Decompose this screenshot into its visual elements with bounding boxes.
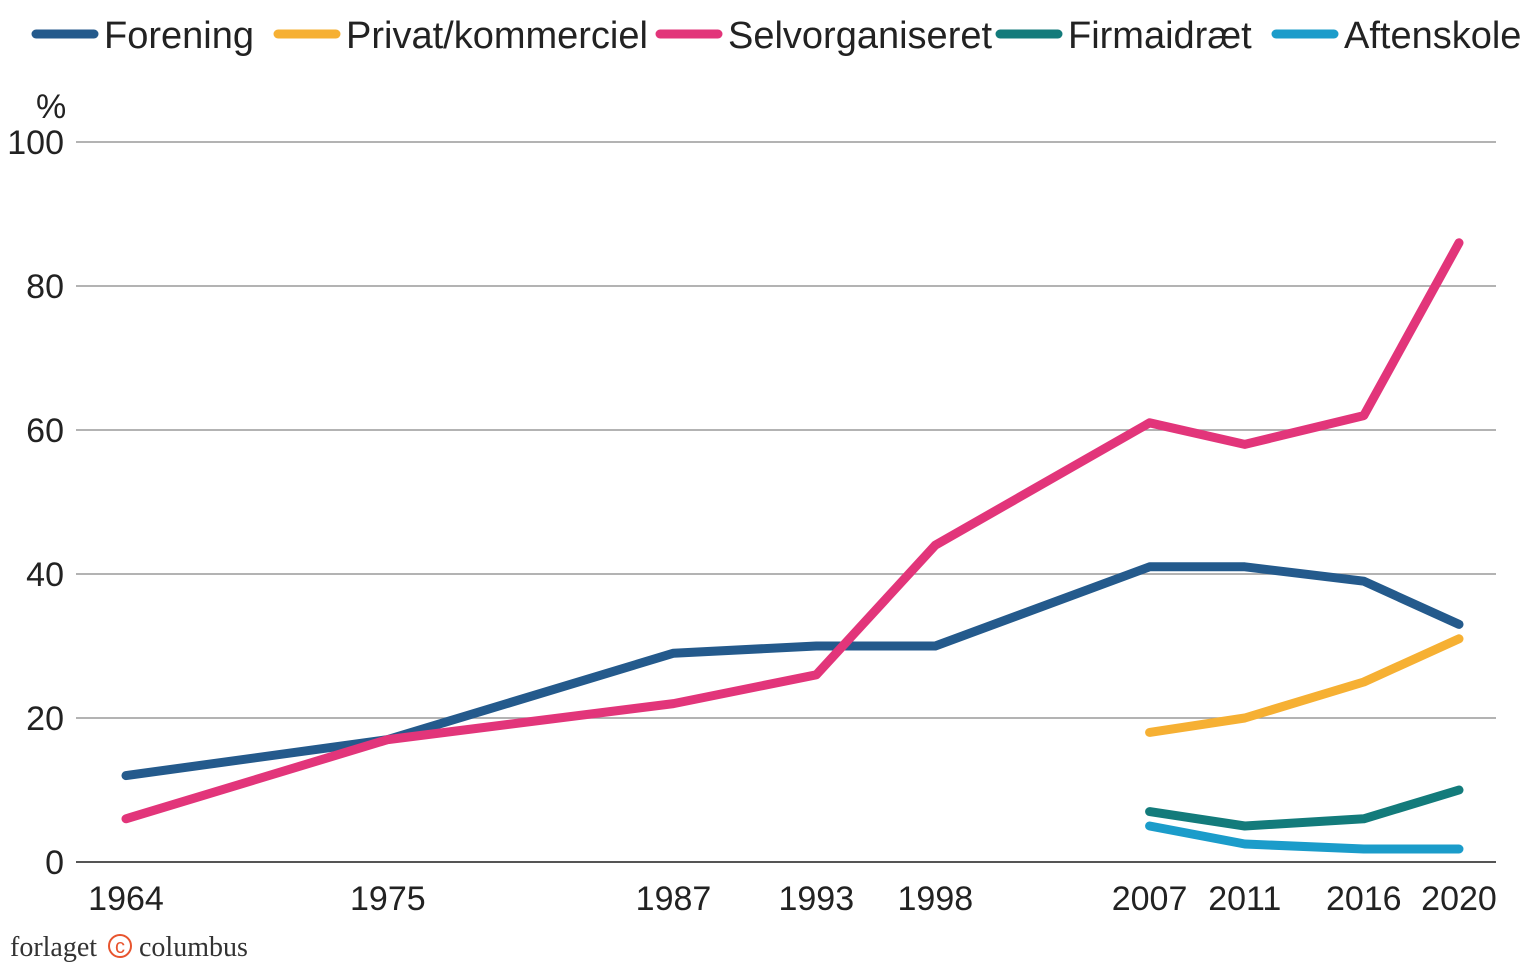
y-axis-unit-label: % [36, 88, 66, 126]
series-lines [121, 238, 1464, 854]
legend-label: Forening [104, 15, 254, 57]
y-axis-ticks: 0 20 40 60 80 100 [7, 124, 64, 882]
x-axis-ticks: 1964 1975 1987 1993 1998 2007 2011 2016 2020 [88, 880, 1497, 918]
series-line-firmaidr-t [1145, 785, 1464, 831]
x-tick-label: 1975 [350, 880, 426, 918]
y-tick-label: 40 [26, 556, 64, 594]
y-tick-label: 0 [45, 844, 64, 882]
publisher-credit: forlaget c columbus [10, 932, 248, 963]
x-tick-label: 2007 [1112, 880, 1188, 918]
y-tick-label: 100 [7, 124, 64, 162]
series-line-selvorganiseret [121, 238, 1464, 824]
legend-label: Firmaidræt [1068, 15, 1252, 57]
series-line-privat-kommerciel [1145, 634, 1464, 737]
series-line-aftenskole [1145, 821, 1464, 854]
x-tick-label: 1998 [898, 880, 974, 918]
x-tick-label: 1964 [88, 880, 164, 918]
legend-label: Aftenskole [1344, 15, 1521, 57]
gridlines [76, 141, 1496, 863]
x-tick-label: 1987 [636, 880, 712, 918]
x-tick-label: 2016 [1326, 880, 1402, 918]
legend-label: Selvorganiseret [728, 15, 992, 57]
series-line-forening [121, 562, 1464, 781]
x-tick-label: 1993 [778, 880, 854, 918]
publisher-name-left: forlaget [10, 932, 97, 963]
x-tick-label: 2020 [1421, 880, 1497, 918]
legend: Forening Privat/kommerciel Selvorganiseret… [31, 15, 1521, 57]
y-tick-label: 20 [26, 700, 64, 738]
publisher-name-right: columbus [139, 932, 248, 963]
publisher-logo-letter: c [115, 936, 125, 958]
legend-label: Privat/kommerciel [346, 15, 648, 57]
y-tick-label: 80 [26, 268, 64, 306]
publisher-logo-icon [108, 934, 132, 958]
y-tick-label: 60 [26, 412, 64, 450]
x-tick-label: 2011 [1208, 880, 1281, 918]
